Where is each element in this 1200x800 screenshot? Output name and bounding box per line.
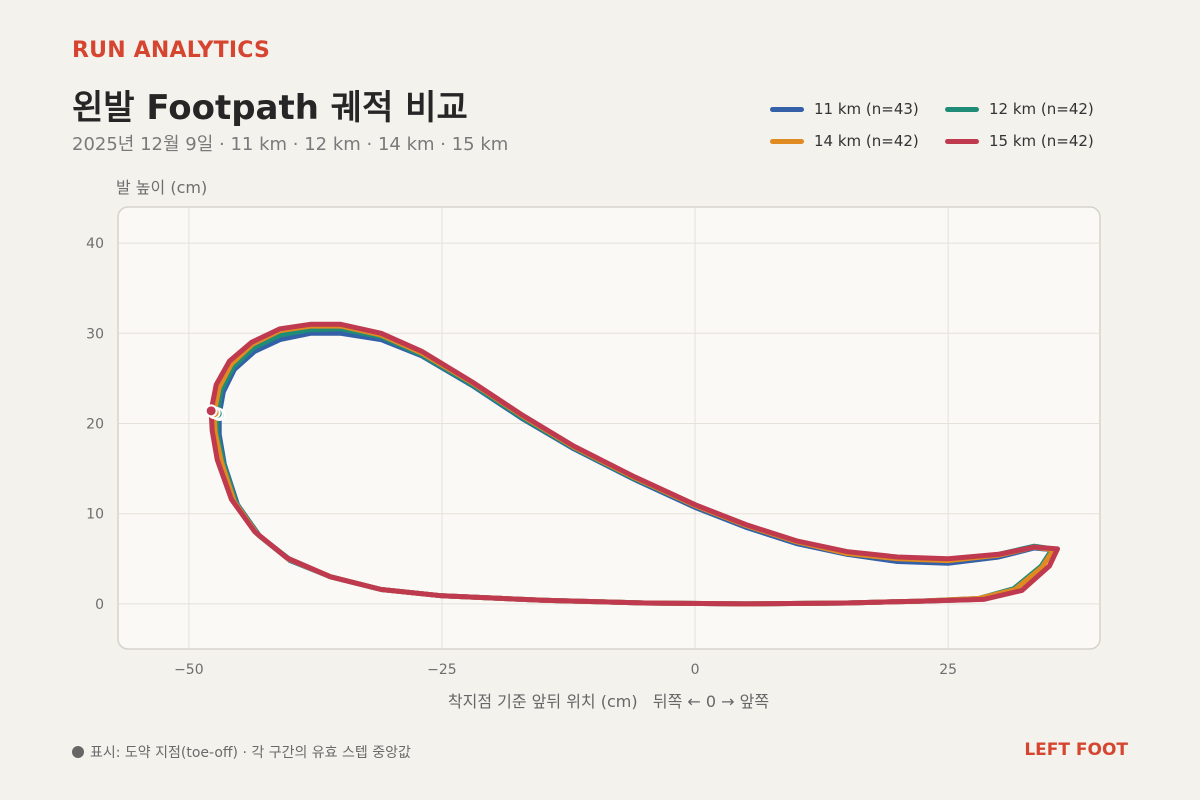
chart-title: 왼발 Footpath 궤적 비교 [72,88,468,128]
legend-item-12km: 12 km (n=42) [945,100,1110,118]
x-tick-label: 25 [939,662,957,678]
toe-off-markers [204,404,226,421]
y-tick-label: 20 [86,416,104,432]
legend-label: 15 km (n=42) [989,132,1094,150]
legend-swatch [945,106,979,112]
tick-labels: −50 −25 0 25 0 10 20 30 40 [86,236,957,678]
footnote-text: 표시: 도약 지점(toe-off) · 각 구간의 유효 스텝 중앙값 [90,745,411,761]
x-tick-label: 0 [691,662,700,678]
legend-item-15km: 15 km (n=42) [945,132,1110,150]
foot-side-label: LEFT FOOT [1024,740,1128,760]
legend-swatch [770,106,804,112]
legend-item-11km: 11 km (n=43) [770,100,945,118]
legend-label: 12 km (n=42) [989,100,1094,118]
y-tick-label: 40 [86,236,104,252]
series-lines [208,321,1060,607]
legend-label: 14 km (n=42) [814,132,919,150]
x-tick-label: −50 [174,662,204,678]
y-tick-label: 10 [86,507,104,523]
plot-area [117,206,1101,650]
footnote: 표시: 도약 지점(toe-off) · 각 구간의 유효 스텝 중앙값 [72,742,411,762]
toe-off-marker [204,404,218,418]
legend-swatch [945,138,979,144]
legend-swatch [770,138,804,144]
x-tick-label: −25 [427,662,457,678]
y-tick-label: 30 [86,326,104,342]
marker-dot-icon [72,746,84,758]
series-line-15km [208,321,1060,607]
brand-label: RUN ANALYTICS [72,38,271,63]
y-tick-label: 0 [95,597,104,613]
chart-subtitle: 2025년 12월 9일 · 11 km · 12 km · 14 km · 1… [72,134,509,155]
chart-legend: 11 km (n=43) 12 km (n=42) 14 km (n=42) 1… [770,100,1110,150]
legend-item-14km: 14 km (n=42) [770,132,945,150]
legend-label: 11 km (n=43) [814,100,919,118]
x-axis-label: 착지점 기준 앞뒤 위치 (cm) 뒤쪽 ← 0 → 앞쪽 [447,692,770,711]
y-axis-label: 발 높이 (cm) [116,178,208,197]
